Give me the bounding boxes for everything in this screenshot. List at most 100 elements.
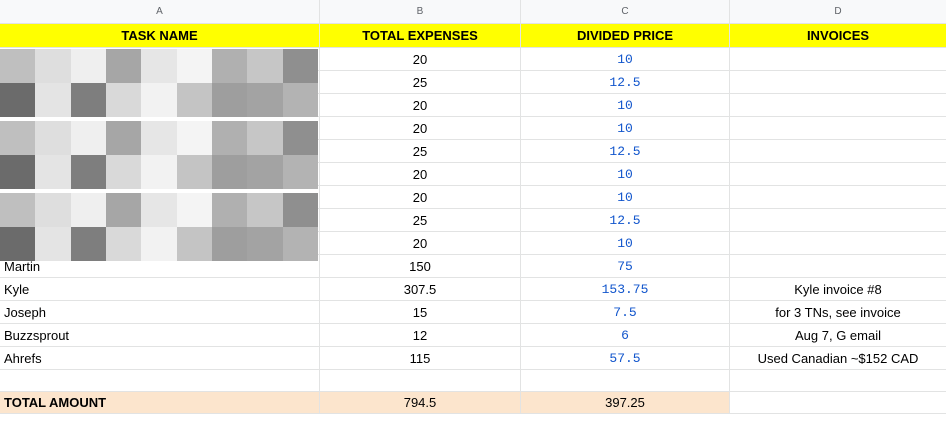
redaction-pixel — [70, 49, 106, 83]
blank-cell[interactable] — [521, 370, 730, 391]
column-header-b[interactable]: B — [320, 0, 521, 23]
total-expense-cell[interactable]: 20 — [320, 163, 521, 185]
task-name-cell[interactable]: Ahrefs — [0, 347, 320, 369]
invoice-cell[interactable] — [730, 186, 946, 208]
redaction-pixel — [211, 193, 248, 227]
redaction-pixel — [282, 121, 318, 155]
task-name-cell[interactable] — [0, 48, 320, 70]
blank-cell[interactable] — [320, 370, 521, 391]
redaction-pixel — [282, 49, 318, 83]
invoice-cell[interactable]: Used Canadian ~$152 CAD — [757, 350, 919, 366]
task-name-cell[interactable] — [0, 186, 320, 208]
redaction-pixel — [0, 49, 36, 83]
invoice-cell[interactable] — [730, 163, 946, 185]
redaction-pixel — [0, 121, 36, 155]
redaction-pixel — [35, 121, 71, 155]
invoice-cell[interactable] — [730, 255, 946, 277]
task-name-cell[interactable] — [0, 232, 320, 254]
total-expense-cell[interactable]: 307.5 — [320, 278, 521, 300]
task-name-cell[interactable] — [0, 163, 320, 185]
header-cell-total-expenses[interactable]: TOTAL EXPENSES — [320, 24, 521, 47]
total-expense-cell[interactable]: 20 — [320, 186, 521, 208]
table-row: Ahrefs 115 57.5 Used Canadian ~$152 CAD — [0, 347, 946, 370]
divided-price-cell[interactable]: 10 — [521, 163, 730, 185]
task-name-cell[interactable]: Kyle — [0, 278, 320, 300]
redaction-pixel — [247, 155, 283, 189]
invoice-cell[interactable] — [730, 117, 946, 139]
redacted-image — [0, 193, 318, 261]
task-name-cell[interactable]: Martin — [0, 255, 320, 277]
divided-price-cell[interactable]: 12.5 — [521, 209, 730, 231]
invoice-cell[interactable] — [730, 140, 946, 162]
total-expense-cell[interactable]: 25 — [320, 209, 521, 231]
invoice-cell[interactable] — [730, 48, 946, 70]
total-label-cell[interactable]: TOTAL AMOUNT — [0, 392, 320, 413]
table-row: 20 10 — [0, 117, 946, 140]
divided-price-cell[interactable]: 10 — [521, 117, 730, 139]
blank-cell[interactable] — [730, 370, 946, 391]
divided-price-cell[interactable]: 12.5 — [521, 140, 730, 162]
column-header-row: A B C D — [0, 0, 946, 24]
total-expense-cell[interactable]: 25 — [320, 71, 521, 93]
redaction-pixel — [247, 83, 283, 117]
redaction-pixel — [247, 121, 283, 155]
redaction-pixel — [105, 121, 142, 155]
invoice-cell[interactable] — [730, 209, 946, 231]
redaction-pixel — [282, 155, 318, 189]
total-invoice-cell[interactable] — [730, 392, 946, 413]
total-price-cell[interactable]: 397.25 — [521, 392, 730, 413]
table-row: 20 10 — [0, 94, 946, 117]
task-name-cell[interactable]: Joseph — [0, 301, 320, 323]
total-expense-cell[interactable]: 12 — [320, 324, 521, 346]
total-expense-cell[interactable]: 20 — [320, 94, 521, 116]
blank-cell[interactable] — [0, 370, 320, 391]
redaction-pixel — [141, 155, 177, 189]
redaction-pixel — [282, 83, 318, 117]
invoice-cell[interactable]: Kyle invoice #8 — [794, 281, 882, 297]
redaction-pixel — [176, 49, 212, 83]
table-row: 25 12.5 — [0, 71, 946, 94]
divided-price-cell[interactable]: 7.5 — [521, 301, 730, 323]
redaction-pixel — [211, 155, 248, 189]
header-cell-divided-price[interactable]: DIVIDED PRICE — [521, 24, 730, 47]
invoice-cell[interactable] — [730, 71, 946, 93]
task-name-cell[interactable] — [0, 209, 320, 231]
column-header-a[interactable]: A — [0, 0, 320, 23]
divided-price-cell[interactable]: 75 — [521, 255, 730, 277]
total-expense-cell[interactable]: 15 — [320, 301, 521, 323]
divided-price-cell[interactable]: 153.75 — [521, 278, 730, 300]
task-name-cell[interactable] — [0, 117, 320, 139]
header-cell-task-name[interactable]: TASK NAME — [0, 24, 320, 47]
divided-price-cell[interactable]: 10 — [521, 94, 730, 116]
header-cell-invoices[interactable]: INVOICES — [730, 24, 946, 47]
invoice-cell[interactable]: Aug 7, G email — [795, 327, 881, 343]
divided-price-cell[interactable]: 10 — [521, 48, 730, 70]
total-expense-cell[interactable]: 150 — [320, 255, 521, 277]
task-name-cell[interactable] — [0, 140, 320, 162]
redaction-pixel — [70, 83, 106, 117]
total-expense-cell[interactable]: 20 — [320, 232, 521, 254]
divided-price-cell[interactable]: 10 — [521, 186, 730, 208]
invoice-cell[interactable]: for 3 TNs, see invoice — [775, 304, 901, 320]
table-row: Kyle 307.5 153.75 Kyle invoice #8 — [0, 278, 946, 301]
total-expense-cell[interactable]: 20 — [320, 117, 521, 139]
total-expense-cell[interactable]: 20 — [320, 48, 521, 70]
column-header-c[interactable]: C — [521, 0, 730, 23]
task-name-cell[interactable] — [0, 71, 320, 93]
total-expense-cell[interactable]: 25 — [320, 140, 521, 162]
redaction-pixel — [35, 227, 71, 261]
column-header-d[interactable]: D — [834, 6, 842, 17]
divided-price-cell[interactable]: 6 — [521, 324, 730, 346]
divided-price-cell[interactable]: 57.5 — [521, 347, 730, 369]
table-row: 25 12.5 — [0, 140, 946, 163]
divided-price-cell[interactable]: 12.5 — [521, 71, 730, 93]
total-expense-cell[interactable]: 115 — [320, 347, 521, 369]
total-expense-cell[interactable]: 794.5 — [320, 392, 521, 413]
task-name-cell[interactable] — [0, 94, 320, 116]
invoice-cell[interactable] — [730, 94, 946, 116]
invoice-cell[interactable] — [730, 232, 946, 254]
divided-price-cell[interactable]: 10 — [521, 232, 730, 254]
redaction-pixel — [141, 193, 177, 227]
task-name-cell[interactable]: Buzzsprout — [0, 324, 320, 346]
total-row: TOTAL AMOUNT 794.5 397.25 — [0, 392, 946, 414]
